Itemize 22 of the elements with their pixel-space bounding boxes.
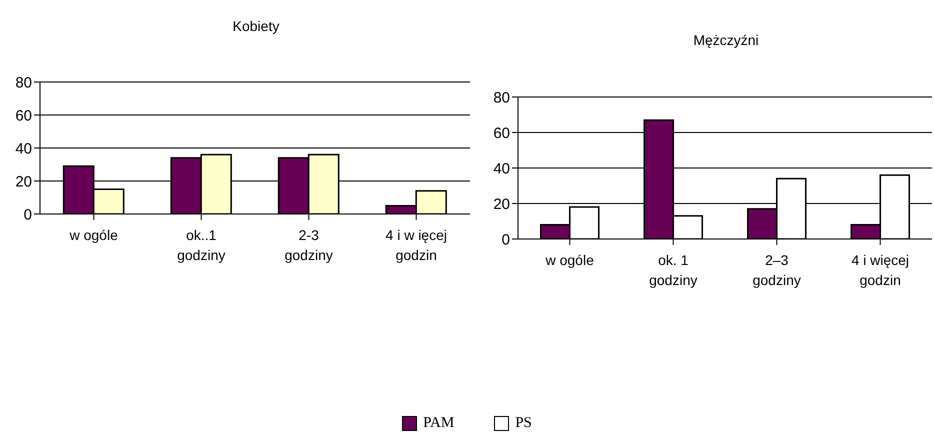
chart-title: Mężczyźni [692, 32, 760, 48]
y-tick-label: 0 [24, 206, 32, 224]
x-tick-label: 2-3 godziny [284, 227, 333, 263]
y-tick-label: 60 [15, 107, 32, 124]
x-tick-label: w ogóle [68, 227, 118, 243]
y-tick-label: 40 [15, 140, 32, 158]
y-tick-label: 20 [15, 173, 32, 190]
y-tick-label: 40 [493, 160, 510, 178]
chart-title: Kobiety [232, 18, 280, 34]
y-tick-label: 80 [493, 89, 510, 106]
y-tick-label: 60 [493, 124, 510, 142]
y-tick-label: 20 [493, 196, 510, 213]
x-tick-label: 4 i więcej godzin [851, 252, 910, 288]
x-tick-label: ok..1 godziny [177, 227, 226, 263]
x-tick-label: 2–3 godziny [752, 252, 801, 288]
legend-label: PS [515, 415, 532, 432]
x-tick-label: 4 i w ięcej godzin [386, 227, 447, 263]
legend-label: PAM [423, 415, 454, 432]
x-tick-label: w ogóle [544, 252, 594, 268]
x-tick-label: ok. 1 godziny [649, 252, 698, 288]
y-tick-label: 80 [15, 74, 32, 92]
y-tick-label: 0 [502, 231, 510, 248]
